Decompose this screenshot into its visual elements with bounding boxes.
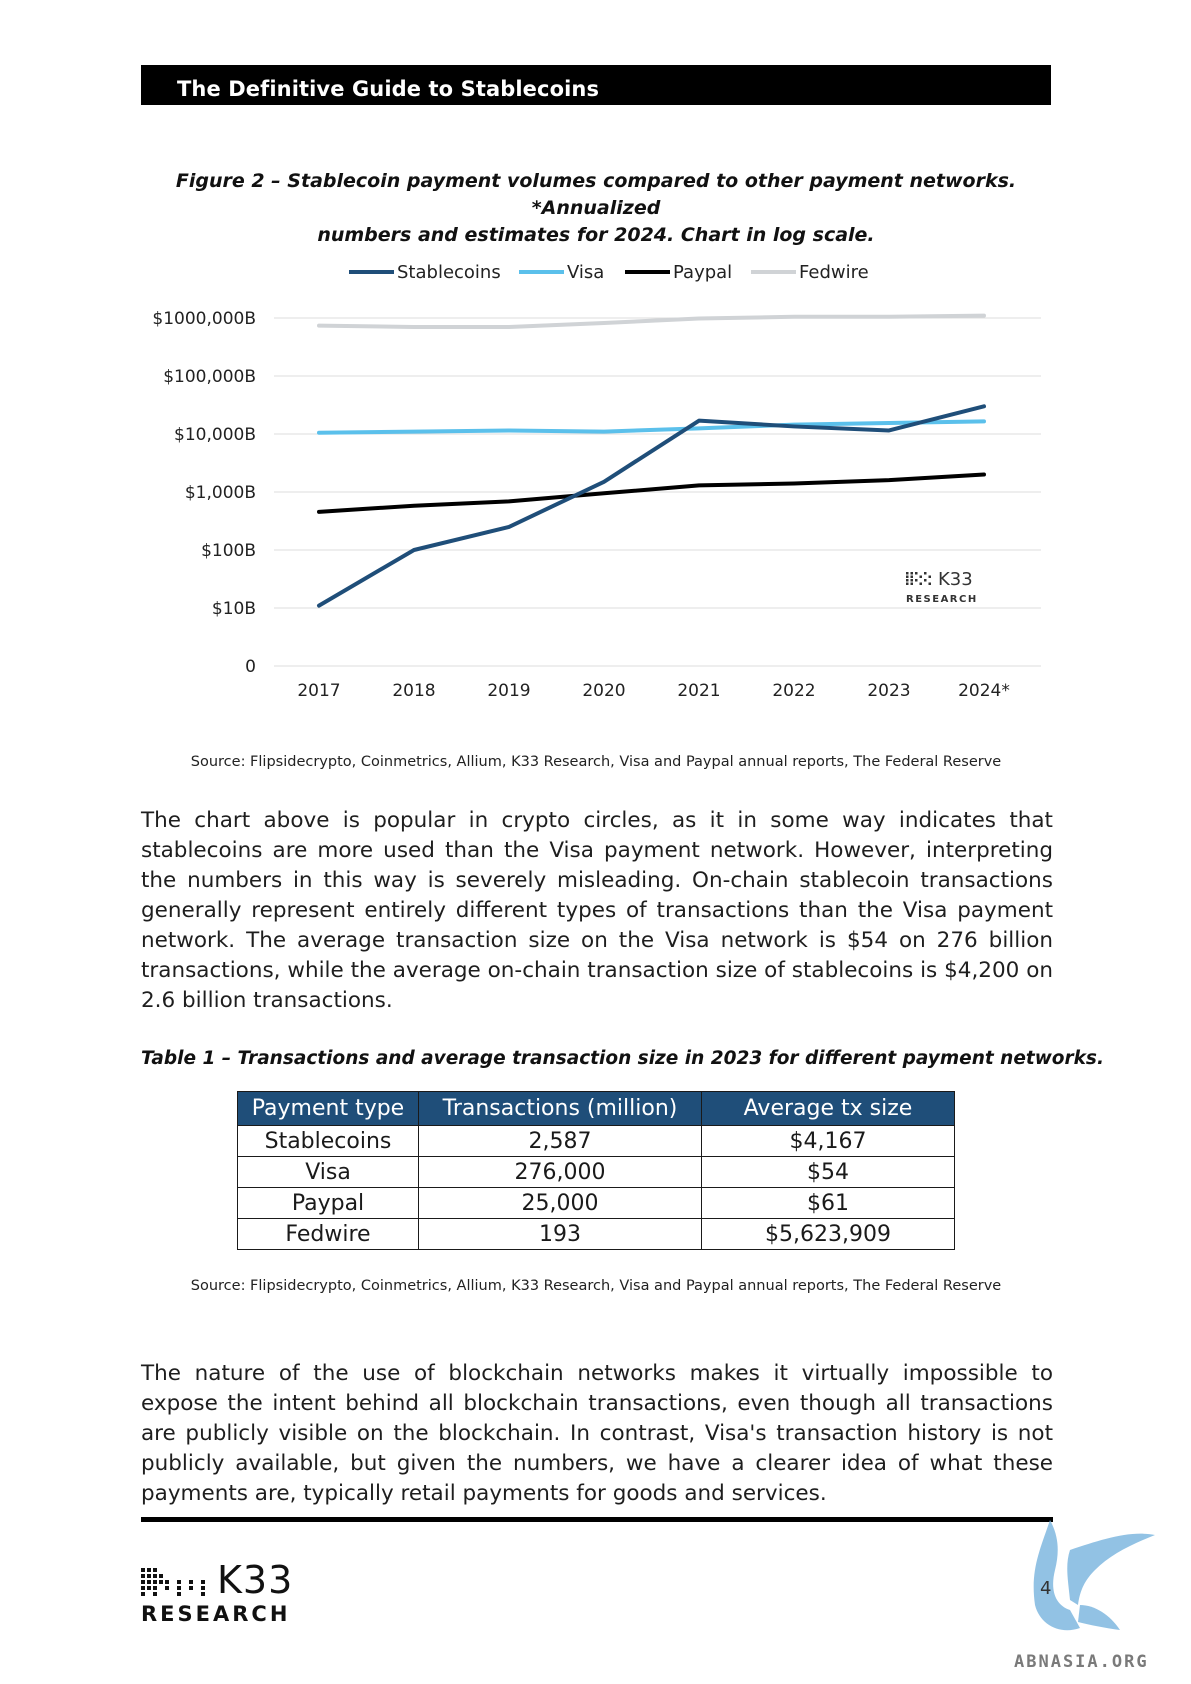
x-tick-label: 2021 <box>677 681 720 701</box>
series-line-fedwire <box>317 313 986 329</box>
x-tick-label: 2023 <box>867 681 910 701</box>
watermark-text: ABNASIA.ORG <box>1014 1652 1149 1672</box>
series-line-visa <box>317 419 986 435</box>
table-header-payment-type: Payment type <box>237 1091 419 1126</box>
k33-dot-grid-icon <box>141 1568 205 1596</box>
table-cell-transactions: 193 <box>418 1218 702 1250</box>
body-paragraph-2: The nature of the use of blockchain netw… <box>141 1361 1053 1506</box>
logo-brand-text: K33 <box>217 1558 294 1602</box>
table-row: Fedwire 193 $5,623,909 <box>237 1218 955 1250</box>
footer-divider <box>141 1517 1053 1522</box>
logo-dot <box>910 579 913 582</box>
document-header-bar: The Definitive Guide to Stablecoins <box>141 65 1051 105</box>
table-cell-payment-type: Fedwire <box>237 1218 419 1250</box>
legend-label-paypal: Paypal <box>673 262 732 283</box>
logo-dot <box>924 579 927 582</box>
table-row: Paypal 25,000 $61 <box>237 1187 955 1219</box>
document-title: The Definitive Guide to Stablecoins <box>177 77 600 101</box>
logo-dot <box>906 575 909 578</box>
legend-label-stablecoins: Stablecoins <box>397 262 501 283</box>
logo-dot <box>915 579 918 582</box>
y-tick-label: $10,000B <box>174 425 256 445</box>
table-caption: Table 1 – Transactions and average trans… <box>141 1048 1104 1069</box>
logo-dot <box>910 582 913 585</box>
logo-dot <box>910 575 913 578</box>
figure-caption-line-2: numbers and estimates for 2024. Chart in… <box>317 224 875 246</box>
table-cell-transactions: 2,587 <box>418 1125 702 1157</box>
series-line-paypal <box>317 472 986 514</box>
logo-sub-text: RESEARCH <box>141 1602 291 1626</box>
logo-dot <box>906 582 909 585</box>
legend-label-visa: Visa <box>567 262 604 283</box>
logo-dot <box>915 572 918 575</box>
y-tick-label: $1000,000B <box>152 309 256 329</box>
figure-source: Source: Flipsidecrypto, Coinmetrics, All… <box>190 754 1002 770</box>
figure-caption: Figure 2 – Stablecoin payment volumes co… <box>141 168 1051 249</box>
logo-dot <box>928 575 931 578</box>
y-tick-label: $1,000B <box>185 483 256 503</box>
series-line-stablecoins <box>317 404 986 608</box>
y-tick-label: 0 <box>245 657 256 677</box>
x-tick-label: 2024* <box>958 681 1010 701</box>
x-tick-label: 2017 <box>297 681 340 701</box>
logo-dot <box>919 582 922 585</box>
table-row: Visa 276,000 $54 <box>237 1156 955 1188</box>
table-cell-average-tx-size: $61 <box>701 1187 955 1219</box>
watermark-bird-icon <box>1033 1520 1155 1631</box>
x-tick-label: 2018 <box>392 681 435 701</box>
logo-dot <box>906 579 909 582</box>
table-cell-average-tx-size: $4,167 <box>701 1125 955 1157</box>
table-header-transactions: Transactions (million) <box>418 1091 702 1126</box>
legend-label-fedwire: Fedwire <box>799 262 869 283</box>
chart-logo-brand: K33 <box>938 569 973 590</box>
x-tick-label: 2022 <box>772 681 815 701</box>
chart-k33-logo: K33 RESEARCH <box>906 569 978 605</box>
transactions-table: Payment type Transactions (million) Aver… <box>237 1091 955 1250</box>
table-source: Source: Flipsidecrypto, Coinmetrics, All… <box>190 1278 1002 1294</box>
logo-dot <box>924 572 927 575</box>
body-paragraph-1: The chart above is popular in crypto cir… <box>141 808 1053 1013</box>
table-cell-payment-type: Stablecoins <box>237 1125 419 1157</box>
table-cell-average-tx-size: $54 <box>701 1156 955 1188</box>
table-header-row: Payment type Transactions (million) Aver… <box>237 1091 955 1126</box>
chart-logo-sub: RESEARCH <box>906 594 978 605</box>
logo-dot <box>906 572 909 575</box>
y-tick-label: $100B <box>201 541 256 561</box>
logo-dot <box>928 582 931 585</box>
y-tick-label: $100,000B <box>163 367 256 387</box>
table-row: Stablecoins 2,587 $4,167 <box>237 1125 955 1157</box>
logo-dot <box>919 575 922 578</box>
x-tick-label: 2020 <box>582 681 625 701</box>
figure-caption-line-1: Figure 2 – Stablecoin payment volumes co… <box>175 170 1017 219</box>
table-cell-transactions: 276,000 <box>418 1156 702 1188</box>
table-cell-transactions: 25,000 <box>418 1187 702 1219</box>
table-cell-payment-type: Visa <box>237 1156 419 1188</box>
table-cell-payment-type: Paypal <box>237 1187 419 1219</box>
payment-volume-line-chart: 0 $10B $100B $1,000B $10,000B $100,000B $1000,… <box>152 262 1041 701</box>
table-header-average-tx-size: Average tx size <box>701 1091 955 1126</box>
x-tick-label: 2019 <box>487 681 530 701</box>
table-cell-average-tx-size: $5,623,909 <box>701 1218 955 1250</box>
y-tick-label: $10B <box>212 599 256 619</box>
logo-dot <box>910 572 913 575</box>
page-number: 4 <box>1040 1578 1052 1599</box>
